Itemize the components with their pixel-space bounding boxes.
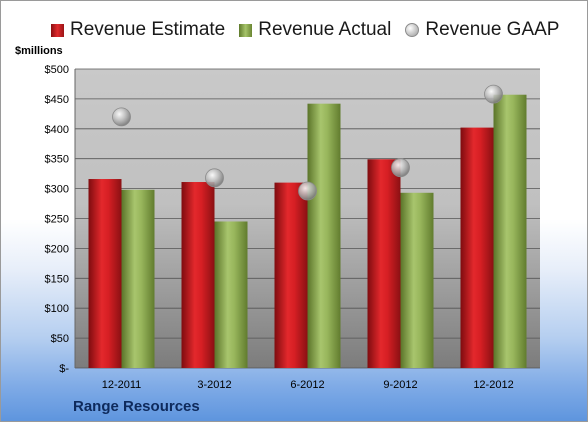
y-axis-unit-label: $millions bbox=[15, 45, 63, 57]
y-tick-label: $450 bbox=[45, 94, 69, 106]
bars bbox=[88, 94, 527, 369]
y-tick-label: $500 bbox=[45, 64, 69, 76]
y-tick-label: $100 bbox=[45, 303, 69, 315]
legend-swatch-gaap bbox=[405, 23, 420, 37]
y-tick-label: $300 bbox=[45, 184, 69, 196]
y-tick-label: $350 bbox=[45, 154, 69, 166]
y-tick-label: $400 bbox=[45, 124, 69, 136]
y-tick-label: $200 bbox=[45, 243, 69, 255]
y-tick-label: $250 bbox=[45, 214, 69, 226]
estimate-bar bbox=[367, 159, 401, 368]
estimate-bar bbox=[88, 179, 122, 368]
legend-label-actual: Revenue Actual bbox=[258, 19, 392, 40]
actual-bar bbox=[121, 189, 155, 368]
x-tick-label: 12-2012 bbox=[473, 379, 513, 391]
y-tick-label: $150 bbox=[45, 273, 69, 285]
legend-entry-estimate: Revenue Estimate bbox=[51, 19, 225, 41]
x-tick-label: 3-2012 bbox=[197, 379, 231, 391]
y-tick-label: $- bbox=[59, 363, 69, 375]
x-tick-label: 12-2011 bbox=[102, 379, 142, 391]
gaap-marker bbox=[391, 158, 410, 178]
actual-bar bbox=[493, 94, 527, 369]
actual-bar bbox=[214, 221, 248, 368]
gaap-marker bbox=[484, 84, 503, 104]
estimate-bar bbox=[274, 182, 308, 368]
legend-label-gaap: Revenue GAAP bbox=[425, 19, 560, 40]
gaap-marker bbox=[298, 181, 317, 201]
actual-bar bbox=[307, 103, 341, 369]
y-tick-label: $50 bbox=[51, 333, 69, 345]
legend-swatch-estimate bbox=[51, 23, 64, 37]
x-tick-label: 6-2012 bbox=[290, 379, 324, 391]
legend-label-estimate: Revenue Estimate bbox=[70, 19, 226, 40]
legend-swatch-actual bbox=[239, 23, 253, 37]
actual-bar bbox=[400, 192, 434, 368]
legend: Revenue Estimate Revenue Actual Revenue … bbox=[51, 17, 573, 43]
y-axis-ticks: $- $50 $100 $150 $200 $250 $300 $350 $400 $450 $50… bbox=[45, 64, 70, 375]
gaap-marker bbox=[112, 107, 131, 127]
legend-entry-actual: Revenue Actual bbox=[239, 19, 391, 41]
estimate-bar bbox=[181, 182, 215, 368]
company-name: Range Resources bbox=[73, 398, 200, 415]
x-tick-label: 9-2012 bbox=[383, 379, 417, 391]
gaap-markers bbox=[112, 84, 503, 201]
legend-entry-gaap: Revenue GAAP bbox=[405, 19, 559, 41]
gaap-marker bbox=[205, 168, 224, 188]
estimate-bar bbox=[460, 127, 494, 368]
x-axis-ticks: 12-2011 3-2012 6-2012 9-2012 12-2012 bbox=[102, 379, 514, 391]
